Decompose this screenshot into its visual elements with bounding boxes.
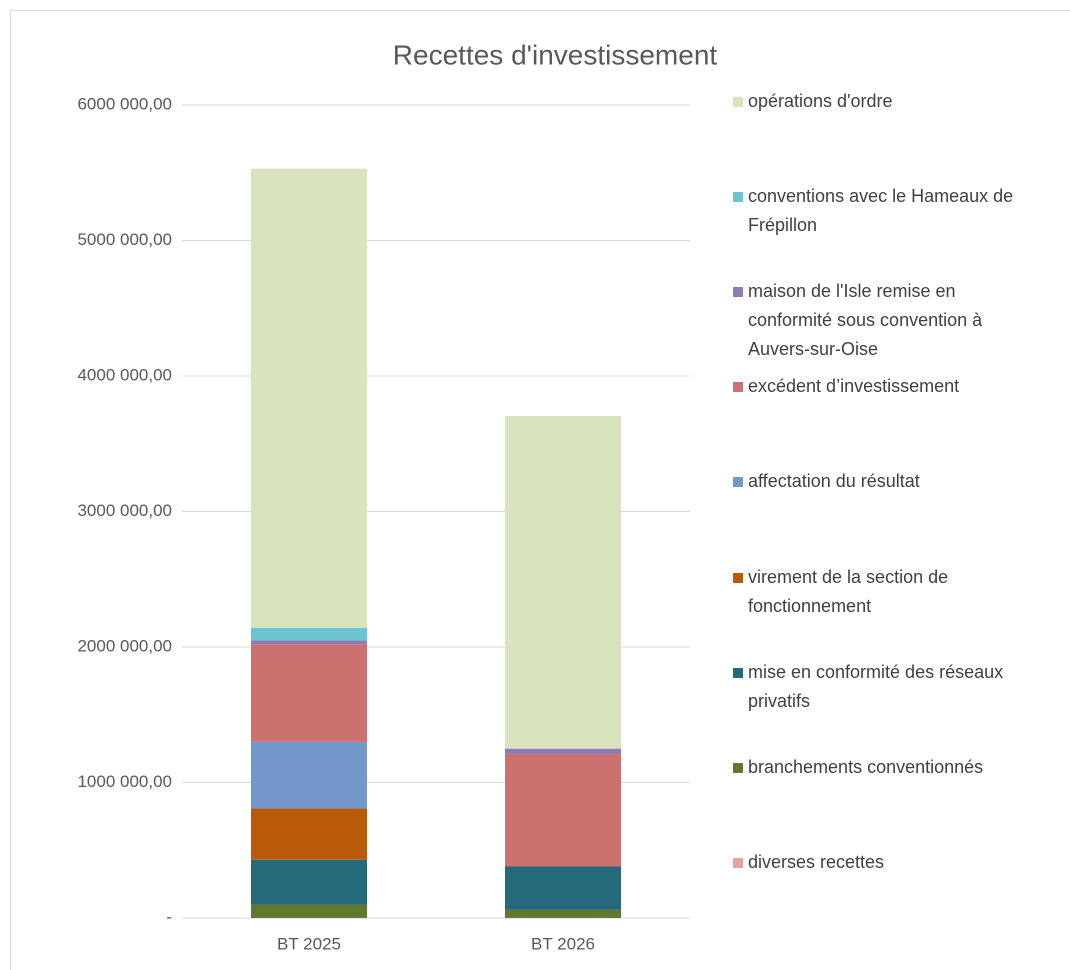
legend-item: opérations d'ordre — [733, 87, 1043, 116]
bar-segment — [505, 415, 621, 749]
bar-segment — [251, 168, 367, 629]
bar-segment — [251, 640, 367, 645]
chart-border — [10, 10, 1070, 970]
legend-swatch — [733, 857, 743, 868]
legend-label: virement de la section de fonctionnement — [748, 566, 949, 616]
y-tick-label: 1000 000,00 — [77, 772, 172, 791]
legend-label: conventions avec le Hameaux de Frépillon — [748, 186, 1014, 236]
bar-segment — [505, 866, 621, 910]
legend-label: affectation du résultat — [748, 471, 920, 492]
y-tick-label: - — [166, 907, 172, 926]
legend-swatch — [733, 192, 743, 203]
legend-label: diverses recettes — [748, 851, 885, 872]
legend-label: opérations d'ordre — [748, 91, 893, 111]
legend-label: branchements conventionnés — [748, 756, 984, 777]
legend-label: mise en conformité des réseaux privatifs — [748, 661, 1004, 711]
y-tick-label: 6000 000,00 — [77, 94, 172, 113]
legend-swatch — [733, 572, 743, 583]
bar-segment — [251, 741, 367, 809]
y-tick-label: 2000 000,00 — [77, 636, 172, 655]
y-tick-label: 3000 000,00 — [77, 501, 172, 520]
chart-title: Recettes d'investissement — [393, 39, 718, 70]
legend-swatch — [733, 382, 743, 393]
legend-item: conventions avec le Hameaux de Frépillon — [733, 182, 1043, 240]
legend-item: affectation du résultat — [733, 467, 1043, 496]
bar-segment — [251, 628, 367, 641]
x-tick-label: BT 2026 — [531, 934, 595, 953]
legend-label: maison de l'Isle remise en conformité so… — [748, 281, 983, 360]
bar-segment — [505, 748, 621, 755]
legend-item: excédent d’investissement — [733, 372, 1043, 401]
y-tick-label: 4000 000,00 — [77, 365, 172, 384]
legend-label: excédent d’investissement — [748, 376, 960, 397]
legend-swatch — [733, 667, 743, 678]
bar-segment — [505, 754, 621, 867]
legend-swatch — [733, 762, 743, 773]
y-tick-label: 5000 000,00 — [77, 230, 172, 249]
bar-segment — [251, 808, 367, 860]
legend-item: branchements conventionnés — [733, 753, 1043, 782]
legend-item: virement de la section de fonctionnement — [733, 563, 1043, 621]
legend-item: diverses recettes — [733, 848, 1043, 877]
legend-swatch — [733, 287, 743, 298]
x-tick-label: BT 2025 — [277, 934, 341, 953]
legend-item: mise en conformité des réseaux privatifs — [733, 658, 1043, 716]
legend-item: maison de l'Isle remise en conformité so… — [733, 277, 1043, 364]
bar-segment — [251, 904, 367, 918]
bar-segment — [251, 644, 367, 742]
bar-segment — [251, 859, 367, 905]
legend-swatch — [733, 477, 743, 488]
legend-swatch — [733, 97, 743, 107]
bar-segment — [505, 909, 621, 918]
